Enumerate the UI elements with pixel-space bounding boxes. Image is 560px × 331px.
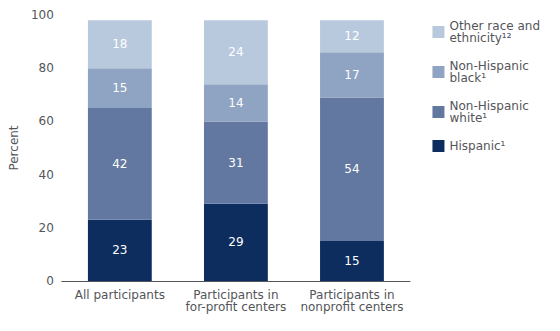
svg-text:20: 20	[39, 221, 54, 235]
svg-text:12: 12	[344, 29, 359, 43]
svg-text:14: 14	[228, 96, 243, 110]
svg-text:ethnicity¹²: ethnicity¹²	[449, 31, 511, 45]
svg-text:23: 23	[112, 243, 127, 257]
svg-text:18: 18	[112, 37, 127, 51]
svg-text:nonprofit centers: nonprofit centers	[300, 300, 403, 314]
svg-text:60: 60	[39, 114, 54, 128]
svg-text:15: 15	[344, 254, 359, 268]
svg-text:Hispanic¹: Hispanic¹	[449, 139, 505, 153]
svg-text:40: 40	[39, 168, 54, 182]
svg-text:54: 54	[344, 162, 359, 176]
svg-text:100: 100	[31, 8, 54, 22]
svg-text:31: 31	[228, 156, 243, 170]
svg-text:80: 80	[39, 61, 54, 75]
svg-text:All participants: All participants	[75, 288, 165, 302]
svg-text:Percent: Percent	[7, 125, 21, 170]
svg-text:for-profit centers: for-profit centers	[186, 300, 287, 314]
svg-text:Non-Hispanic: Non-Hispanic	[449, 99, 529, 113]
svg-text:29: 29	[228, 235, 243, 249]
svg-text:white¹: white¹	[449, 111, 487, 125]
svg-text:17: 17	[344, 68, 359, 82]
svg-text:0: 0	[46, 274, 54, 288]
svg-text:15: 15	[112, 81, 127, 95]
svg-text:Participants in: Participants in	[193, 288, 279, 302]
svg-text:24: 24	[228, 45, 243, 59]
svg-text:black¹: black¹	[449, 71, 486, 85]
svg-text:Other race and: Other race and	[449, 19, 540, 33]
svg-text:Participants in: Participants in	[309, 288, 395, 302]
svg-text:Non-Hispanic: Non-Hispanic	[449, 59, 529, 73]
svg-text:42: 42	[112, 157, 127, 171]
